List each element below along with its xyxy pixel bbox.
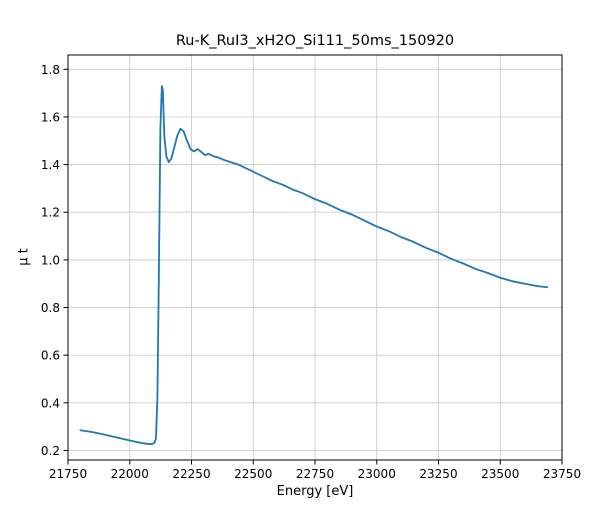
x-tick-label: 23500	[481, 467, 519, 481]
x-tick-label: 22250	[172, 467, 210, 481]
x-axis-label: Energy [eV]	[276, 484, 354, 499]
x-tick-label: 22000	[111, 467, 149, 481]
x-tick-label: 22750	[296, 467, 334, 481]
x-tick-label: 23250	[419, 467, 457, 481]
x-tick-label: 22500	[234, 467, 272, 481]
y-tick-label: 1.4	[41, 158, 60, 172]
y-tick-label: 0.6	[41, 349, 60, 363]
y-tick-label: 0.4	[41, 396, 60, 410]
y-tick-label: 1.2	[41, 206, 60, 220]
y-tick-label: 0.8	[41, 301, 60, 315]
y-tick-label: 1.0	[41, 253, 60, 267]
x-tick-label: 23000	[358, 467, 396, 481]
y-tick-label: 1.6	[41, 110, 60, 124]
y-axis-label: μ t	[16, 248, 32, 266]
data-line	[79, 85, 549, 445]
chart-title: Ru-K_RuI3_xH2O_Si111_50ms_150920	[175, 33, 455, 49]
x-tick-label: 23750	[543, 467, 581, 481]
y-tick-label: 0.2	[41, 444, 60, 458]
x-tick-label: 21750	[49, 467, 87, 481]
y-tick-label: 1.8	[41, 63, 60, 77]
